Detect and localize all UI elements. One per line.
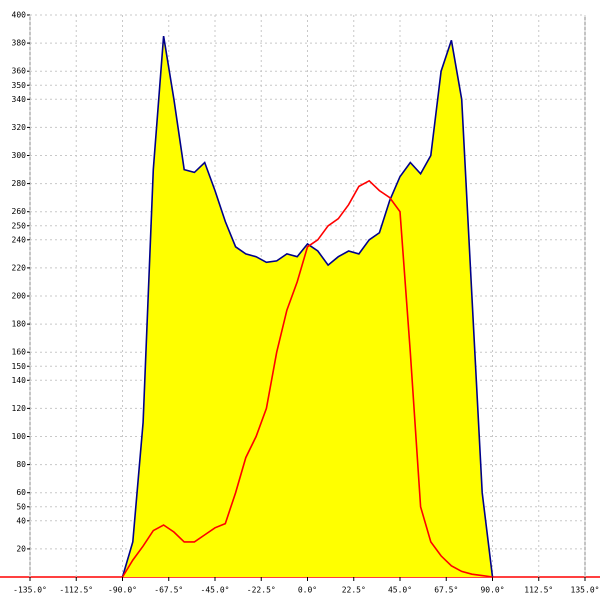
y-tick-label: 20 <box>16 544 26 553</box>
y-tick-label: 80 <box>16 460 26 469</box>
y-tick-label: 320 <box>12 123 27 132</box>
y-tick-label: 60 <box>16 488 26 497</box>
area-fill <box>122 36 493 578</box>
x-tick-label: 22.5° <box>342 586 366 595</box>
y-tick-label: 340 <box>12 95 27 104</box>
y-tick-label: 260 <box>12 207 27 216</box>
x-tick-label: -67.5° <box>154 586 183 595</box>
series-line <box>121 179 493 578</box>
x-tick-label: 0.0° <box>298 586 317 595</box>
y-tick-label: 160 <box>12 348 27 357</box>
x-tick-label: 45.0° <box>388 586 412 595</box>
y-tick-label: 140 <box>12 376 27 385</box>
y-tick-label: 150 <box>12 362 27 371</box>
x-tick-label: -22.5° <box>247 586 276 595</box>
x-tick-label: 135.0° <box>571 586 600 595</box>
y-tick-label: 250 <box>12 221 27 230</box>
x-tick-label: 112.5° <box>524 586 553 595</box>
y-tick-label: 360 <box>12 67 27 76</box>
y-tick-label: 120 <box>12 404 27 413</box>
y-tick-label: 40 <box>16 516 26 525</box>
y-tick-label: 350 <box>12 81 27 90</box>
y-tick-label: 400 <box>12 11 27 20</box>
y-tick-label: 300 <box>12 151 27 160</box>
y-tick-label: 240 <box>12 235 27 244</box>
x-tick-label: -135.0° <box>13 586 47 595</box>
series-line <box>121 35 494 578</box>
x-tick-label: 90.0° <box>480 586 504 595</box>
y-tick-label: 380 <box>12 39 27 48</box>
x-tick-label: -45.0° <box>201 586 230 595</box>
x-tick-label: -90.0° <box>108 586 137 595</box>
y-tick-label: 280 <box>12 179 27 188</box>
y-tick-label: 50 <box>16 502 26 511</box>
y-tick-label: 220 <box>12 263 27 272</box>
x-tick-label: -112.5° <box>59 586 93 595</box>
y-tick-label: 200 <box>12 292 27 301</box>
y-tick-label: 100 <box>12 432 27 441</box>
x-tick-label: 67.5° <box>434 586 458 595</box>
y-tick-label: 180 <box>12 320 27 329</box>
